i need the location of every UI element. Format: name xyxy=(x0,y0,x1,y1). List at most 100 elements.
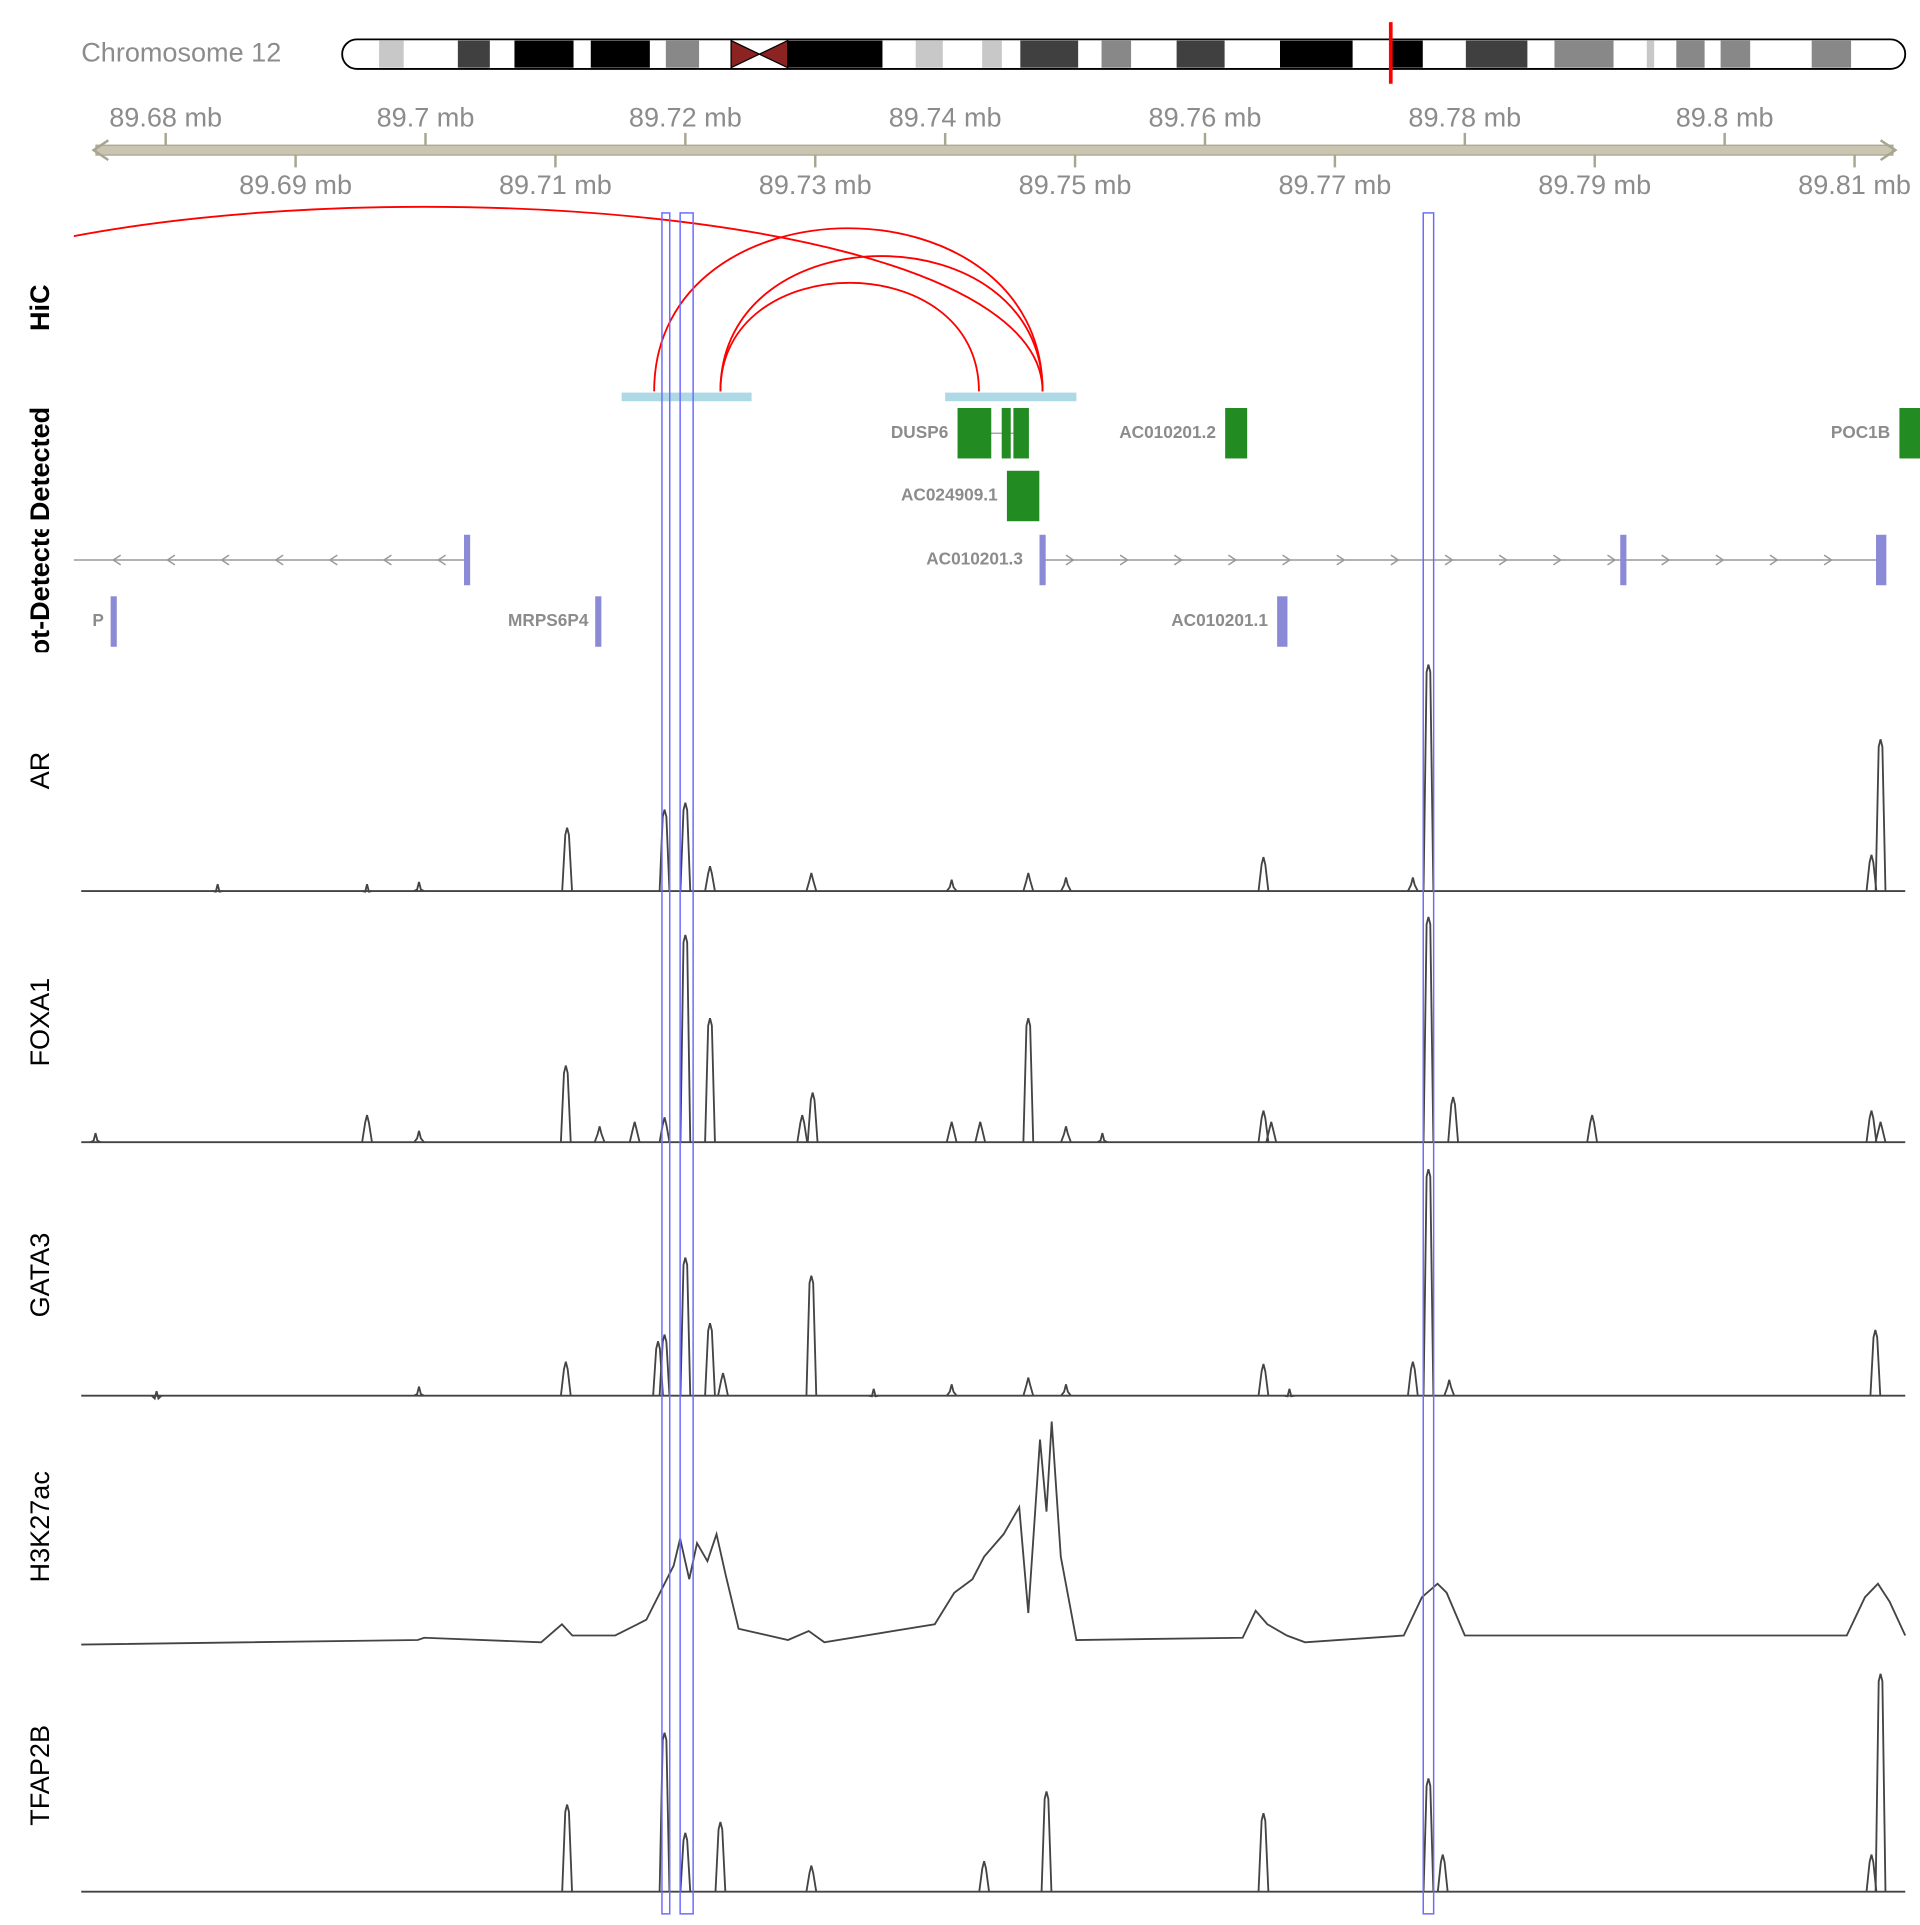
x-tick-label: 89.72 mb xyxy=(629,102,742,133)
gene-label: AC010201.2 xyxy=(1119,422,1216,442)
signal-peak xyxy=(1040,1791,1053,1892)
x-tick-label: 89.7 mb xyxy=(377,102,475,133)
track-title: HiC xyxy=(24,284,55,331)
track-title: GATA3 xyxy=(24,1233,55,1318)
strand-arrow xyxy=(166,554,176,566)
exon xyxy=(1620,534,1627,586)
signal-peak xyxy=(1586,1114,1598,1143)
signal-peak xyxy=(1422,916,1435,1143)
x-tick-label: 89.75 mb xyxy=(1019,169,1132,200)
signal-peak xyxy=(1874,739,1887,892)
strand-arrow xyxy=(1390,554,1400,566)
signal-peak xyxy=(1422,664,1435,892)
signal-peak xyxy=(974,1121,987,1143)
strand-arrow xyxy=(1119,554,1129,566)
track-title: TFAP2B xyxy=(24,1725,55,1826)
signal-peak xyxy=(561,827,573,892)
signal-peak xyxy=(868,1388,879,1398)
x-tick-label: 89.78 mb xyxy=(1408,102,1521,133)
strand-arrow xyxy=(274,554,284,566)
strand-arrow xyxy=(1607,554,1617,566)
signal-peak xyxy=(1874,1121,1887,1143)
signal-peak xyxy=(658,1732,671,1892)
signal-peak xyxy=(658,809,671,892)
exon xyxy=(595,596,602,647)
signal-peak xyxy=(1257,1110,1270,1143)
hic-track xyxy=(73,205,1077,402)
signal-peak xyxy=(679,1832,692,1892)
signal-peak xyxy=(1443,1379,1456,1397)
x-tick-label: 89.74 mb xyxy=(889,102,1002,133)
strand-arrow xyxy=(1498,554,1508,566)
signal-peak xyxy=(1284,1388,1295,1398)
track-title: AR xyxy=(24,752,55,790)
signal-peak xyxy=(978,1860,990,1892)
exon xyxy=(1899,408,1920,459)
hic-arc xyxy=(73,205,1044,392)
signal-peak xyxy=(796,1114,809,1143)
strand-arrow xyxy=(1228,554,1238,566)
signal-peak xyxy=(704,865,716,892)
signal-line xyxy=(81,1421,1907,1646)
signal-peak xyxy=(1257,1813,1270,1892)
exon xyxy=(1001,408,1011,459)
strand-arrow xyxy=(1769,554,1779,566)
signal-peak xyxy=(1874,1673,1887,1892)
hic-arc xyxy=(653,227,1044,392)
signal-peak xyxy=(945,1121,958,1143)
signal-peak xyxy=(1422,1778,1435,1892)
signal-peak xyxy=(1865,854,1878,892)
x-tick-label: 89.79 mb xyxy=(1538,169,1651,200)
signal-peak xyxy=(212,884,223,893)
gene-label: AC010201.3 xyxy=(926,549,1023,569)
strand-arrow xyxy=(328,554,338,566)
hic-anchor xyxy=(621,392,752,402)
signal-peak xyxy=(658,1117,671,1143)
gene-tracks: DUSP6 AC010201.2 POC1B AC024909.1 AC010201.3… xyxy=(59,408,1920,647)
gene-label: AC010201.1 xyxy=(1171,610,1268,630)
signal-peak xyxy=(714,1821,727,1892)
signal-peak xyxy=(559,1065,572,1143)
signal-peak xyxy=(1257,856,1270,892)
strand-arrow xyxy=(59,555,66,565)
strand-arrow xyxy=(1552,554,1563,566)
gene-label: POC1B xyxy=(1831,422,1890,442)
signal-peak xyxy=(413,1386,425,1397)
highlights xyxy=(661,212,1435,1915)
strand-arrow xyxy=(1444,554,1454,566)
signal-peak xyxy=(1097,1132,1108,1143)
axis-ticks: 89.68 mb 89.69 mb 89.7 mb 89.71 mb 89.72 mb 8… xyxy=(109,102,1911,201)
signal-peak xyxy=(1407,877,1419,892)
signal-peak xyxy=(1022,1018,1035,1143)
signal-peak xyxy=(679,1257,692,1396)
signal-peak xyxy=(946,879,958,892)
x-tick-label: 89.77 mb xyxy=(1278,169,1391,200)
track-title: FOXA1 xyxy=(24,978,55,1067)
signal-peak xyxy=(90,1132,101,1143)
signal-peak xyxy=(1060,1384,1072,1397)
signal-peak xyxy=(361,1114,373,1143)
x-tick-label: 89.73 mb xyxy=(759,169,872,200)
gene-label: DUSP6 xyxy=(891,422,948,442)
signal-peak xyxy=(717,1372,729,1396)
strand-arrow xyxy=(1065,554,1075,566)
strand-arrow xyxy=(436,554,447,566)
signal-peak xyxy=(1060,1126,1072,1143)
strand-arrow xyxy=(1336,554,1346,566)
signal-peak xyxy=(704,1018,716,1143)
x-tick-label: 89.68 mb xyxy=(109,102,222,133)
signal-peak xyxy=(658,1334,671,1396)
signal-peak xyxy=(361,884,373,893)
hic-anchor xyxy=(945,392,1077,402)
signal-peak xyxy=(1869,1329,1882,1396)
signal-peak xyxy=(628,1121,641,1143)
signal-peak xyxy=(561,1804,573,1892)
exon xyxy=(1277,596,1288,647)
signal-peak xyxy=(413,881,425,892)
strand-arrow xyxy=(1661,554,1671,566)
signal-peak xyxy=(413,1130,425,1143)
exon xyxy=(1225,408,1248,459)
